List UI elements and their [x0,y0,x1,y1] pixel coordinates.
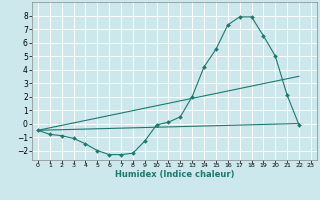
X-axis label: Humidex (Indice chaleur): Humidex (Indice chaleur) [115,170,234,179]
